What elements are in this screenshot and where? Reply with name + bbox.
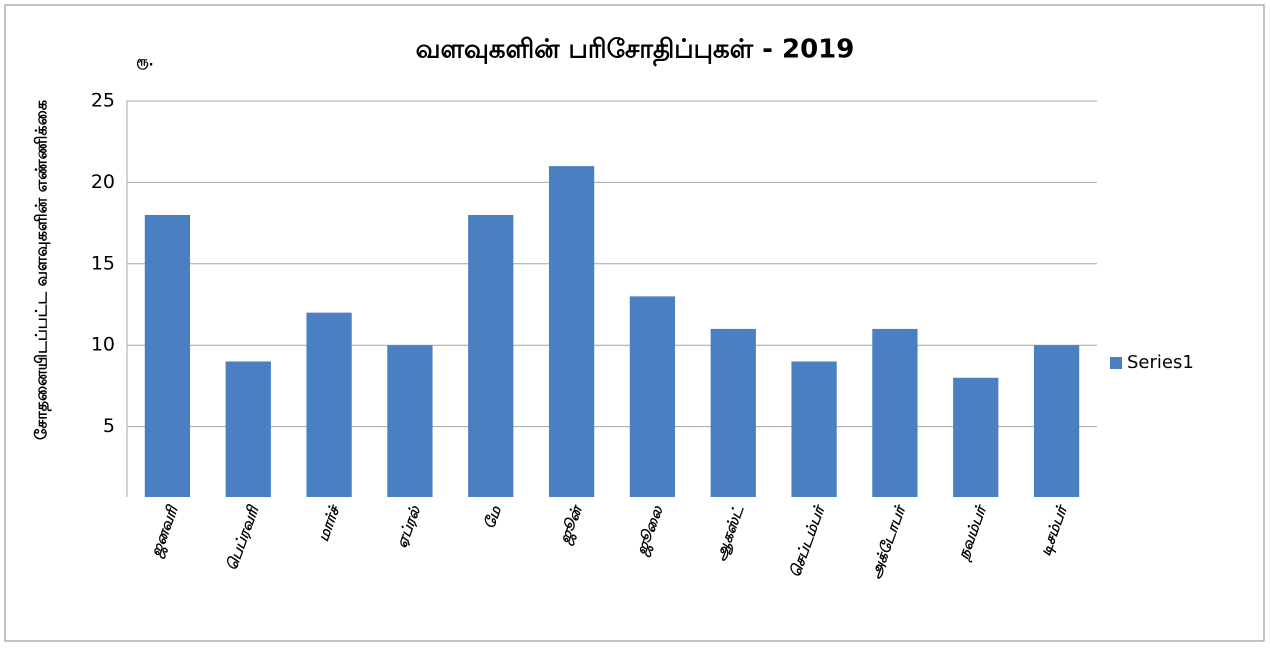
bar	[548, 166, 595, 497]
bar	[1033, 345, 1080, 497]
bar	[387, 345, 433, 497]
unit-label: ரூ.	[136, 55, 153, 70]
bar	[791, 361, 837, 497]
legend-label: Series1	[1127, 352, 1194, 373]
bar	[872, 328, 918, 497]
y-tick-label: 20	[91, 171, 115, 193]
y-tick-label: 5	[103, 415, 115, 437]
bar	[225, 361, 271, 497]
bar	[144, 214, 191, 497]
y-tick-label: 10	[91, 334, 115, 356]
y-tick-label: 25	[91, 90, 115, 112]
bar	[306, 312, 352, 497]
chart-title: வளவுகளின் பரிசோதிப்புகள் - 2019	[416, 35, 855, 67]
legend-swatch	[1110, 357, 1122, 369]
bar	[468, 214, 514, 497]
bar	[710, 328, 756, 497]
bar	[953, 377, 999, 497]
y-axis-label: சோதனையிடப்பட்ட வளவுகளின் எண்ணிக்கை	[32, 100, 52, 440]
bar	[629, 296, 676, 497]
y-tick-label: 15	[91, 252, 115, 274]
